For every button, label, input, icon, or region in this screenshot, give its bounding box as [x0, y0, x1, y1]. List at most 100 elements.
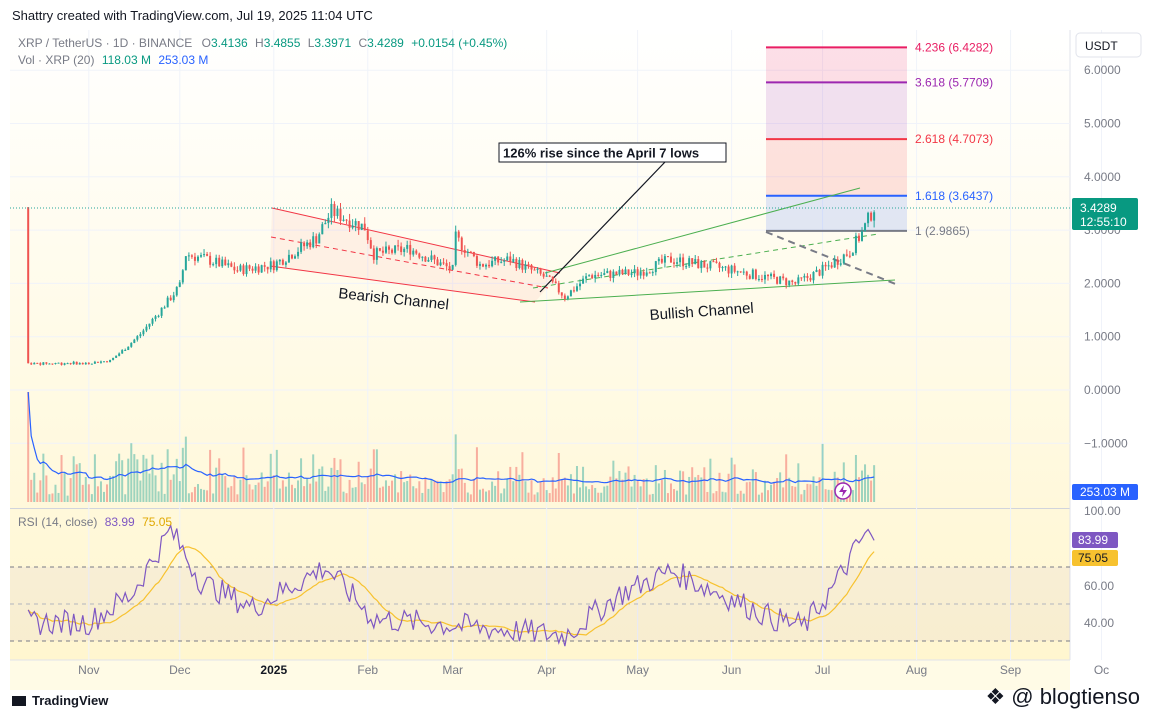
volume-bar — [688, 476, 691, 502]
candle-body — [218, 257, 221, 267]
tradingview-logo[interactable]: TradingView — [12, 693, 108, 708]
candle-body — [257, 266, 260, 273]
candle-body — [78, 363, 81, 365]
lightning-icon[interactable] — [834, 482, 852, 500]
volume-bar — [509, 466, 512, 502]
volume-bar — [327, 486, 330, 502]
candle-body — [357, 221, 360, 230]
volume-bar — [566, 485, 569, 502]
chart-canvas[interactable]: 1 (2.9865) 1.618 (3.6437) 2.618 (4.7073) 3.… — [0, 30, 1154, 690]
volume-bar — [485, 491, 488, 502]
symbol-name: XRP / TetherUS · 1D · BINANCE — [18, 36, 192, 50]
candle-body — [748, 275, 751, 279]
candle-body — [221, 259, 224, 267]
time-tick-label: Aug — [906, 663, 927, 677]
candle-body — [645, 272, 648, 276]
svg-text:40.00: 40.00 — [1084, 616, 1114, 630]
volume-bar — [115, 461, 118, 502]
volume-bar — [433, 480, 436, 502]
candle-body — [545, 275, 548, 277]
volume-bar — [309, 483, 312, 502]
candle-body — [579, 283, 582, 287]
last-price-value: 3.4289 — [1080, 201, 1117, 215]
rsi-ma-value: 75.05 — [142, 515, 172, 529]
candle-body — [215, 257, 218, 265]
fib-zone — [766, 195, 907, 231]
volume-label: Vol · XRP (20) — [18, 53, 94, 67]
candle-body — [160, 307, 163, 316]
candle-body — [839, 263, 842, 265]
volume-bar — [227, 487, 230, 502]
candle-body — [290, 254, 293, 259]
volume-tag: 253.03 M — [1072, 484, 1138, 500]
candle-body — [818, 269, 821, 276]
volume-bar — [151, 454, 154, 502]
candle-body — [369, 240, 372, 249]
volume-bar — [351, 487, 354, 502]
volume-bar — [497, 471, 500, 502]
candle-body — [733, 265, 736, 272]
candle-body — [724, 266, 727, 268]
candle-body — [688, 258, 691, 267]
volume-bar — [445, 481, 448, 502]
candle-body — [773, 273, 776, 277]
volume-bar — [633, 474, 636, 502]
candle-body — [142, 330, 145, 335]
volume-bar — [169, 479, 172, 502]
volume-bar — [121, 460, 124, 502]
candle-body — [51, 363, 54, 365]
callout-label[interactable]: 126% rise since the April 7 lows — [498, 142, 727, 163]
candle-body — [466, 251, 469, 253]
currency-button[interactable]: USDT — [1075, 32, 1142, 58]
candle-body — [148, 323, 151, 327]
candle-body — [594, 274, 597, 279]
candle-body — [566, 296, 569, 299]
time-tick-label: Sep — [1000, 663, 1022, 677]
candle-body — [727, 266, 730, 274]
fibonacci-extension[interactable]: 1 (2.9865) 1.618 (3.6437) 2.618 (4.7073) 3.… — [766, 40, 993, 238]
bar-countdown: 12:55:10 — [1080, 215, 1127, 229]
volume-bar — [45, 475, 48, 502]
fib-level-label: 4.236 (6.4282) — [915, 40, 993, 54]
candle-body — [782, 276, 785, 279]
volume-bar — [685, 494, 688, 502]
candle-body — [424, 256, 427, 262]
time-tick-label: Jun — [722, 663, 741, 677]
candle-body — [72, 361, 75, 364]
volume-bar — [118, 453, 121, 502]
volume-bar — [251, 489, 254, 502]
candle-body — [642, 271, 645, 276]
fib-level-label: 3.618 (5.7709) — [915, 75, 993, 89]
fib-zone — [766, 139, 907, 196]
candle-body — [627, 269, 630, 275]
volume-bar — [172, 474, 175, 502]
candle-body — [339, 208, 342, 221]
volume-bar — [669, 483, 672, 502]
candle-body — [754, 269, 757, 280]
volume-bar — [87, 484, 90, 502]
time-tick-label: Jul — [815, 663, 830, 677]
candle-body — [524, 264, 527, 270]
channel-drawings[interactable] — [269, 161, 899, 303]
candle-body — [585, 276, 588, 279]
volume-bar — [733, 464, 736, 502]
candle-body — [770, 273, 773, 277]
candle-body — [488, 264, 491, 267]
candle-body — [663, 256, 666, 263]
volume-bar — [806, 483, 809, 502]
volume-ma-value: 253.03 M — [158, 53, 208, 67]
time-axis[interactable]: Nov Dec 2025 Feb Mar Apr May Jun Jul Aug Sep Oc — [78, 663, 1109, 677]
volume-bar — [609, 476, 612, 502]
candle-body — [60, 362, 63, 365]
volume-bar — [66, 495, 69, 502]
volume-bar — [394, 474, 397, 502]
candle-body — [139, 334, 142, 337]
candle-body — [824, 264, 827, 267]
candle-body — [854, 235, 857, 254]
candle-body — [27, 207, 30, 364]
volume-bar — [81, 484, 84, 502]
volume-bar — [139, 480, 142, 502]
volume-bar — [800, 494, 803, 502]
candle-body — [845, 254, 848, 256]
volume-bar — [503, 488, 506, 502]
